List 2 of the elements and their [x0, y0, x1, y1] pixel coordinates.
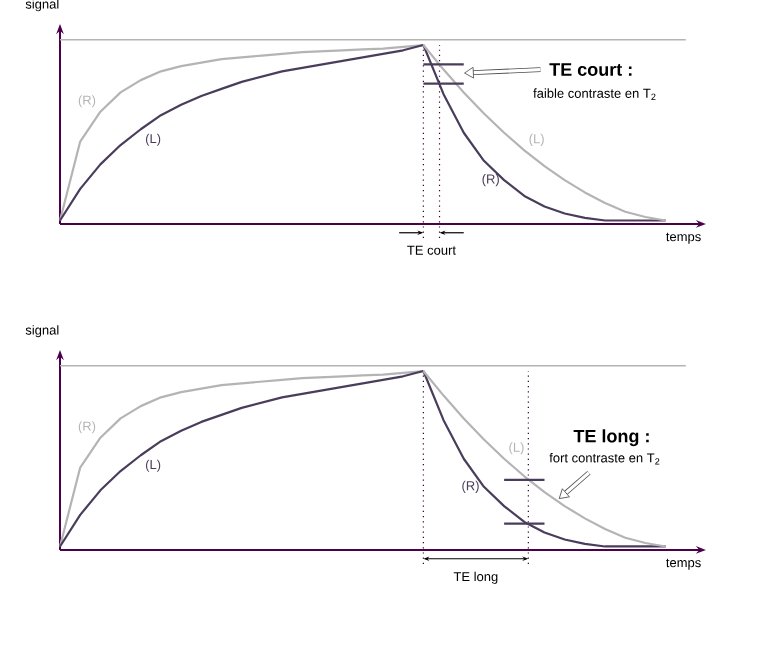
- annotation: TE court :: [549, 63, 632, 76]
- annotation: TE long :: [573, 429, 649, 447]
